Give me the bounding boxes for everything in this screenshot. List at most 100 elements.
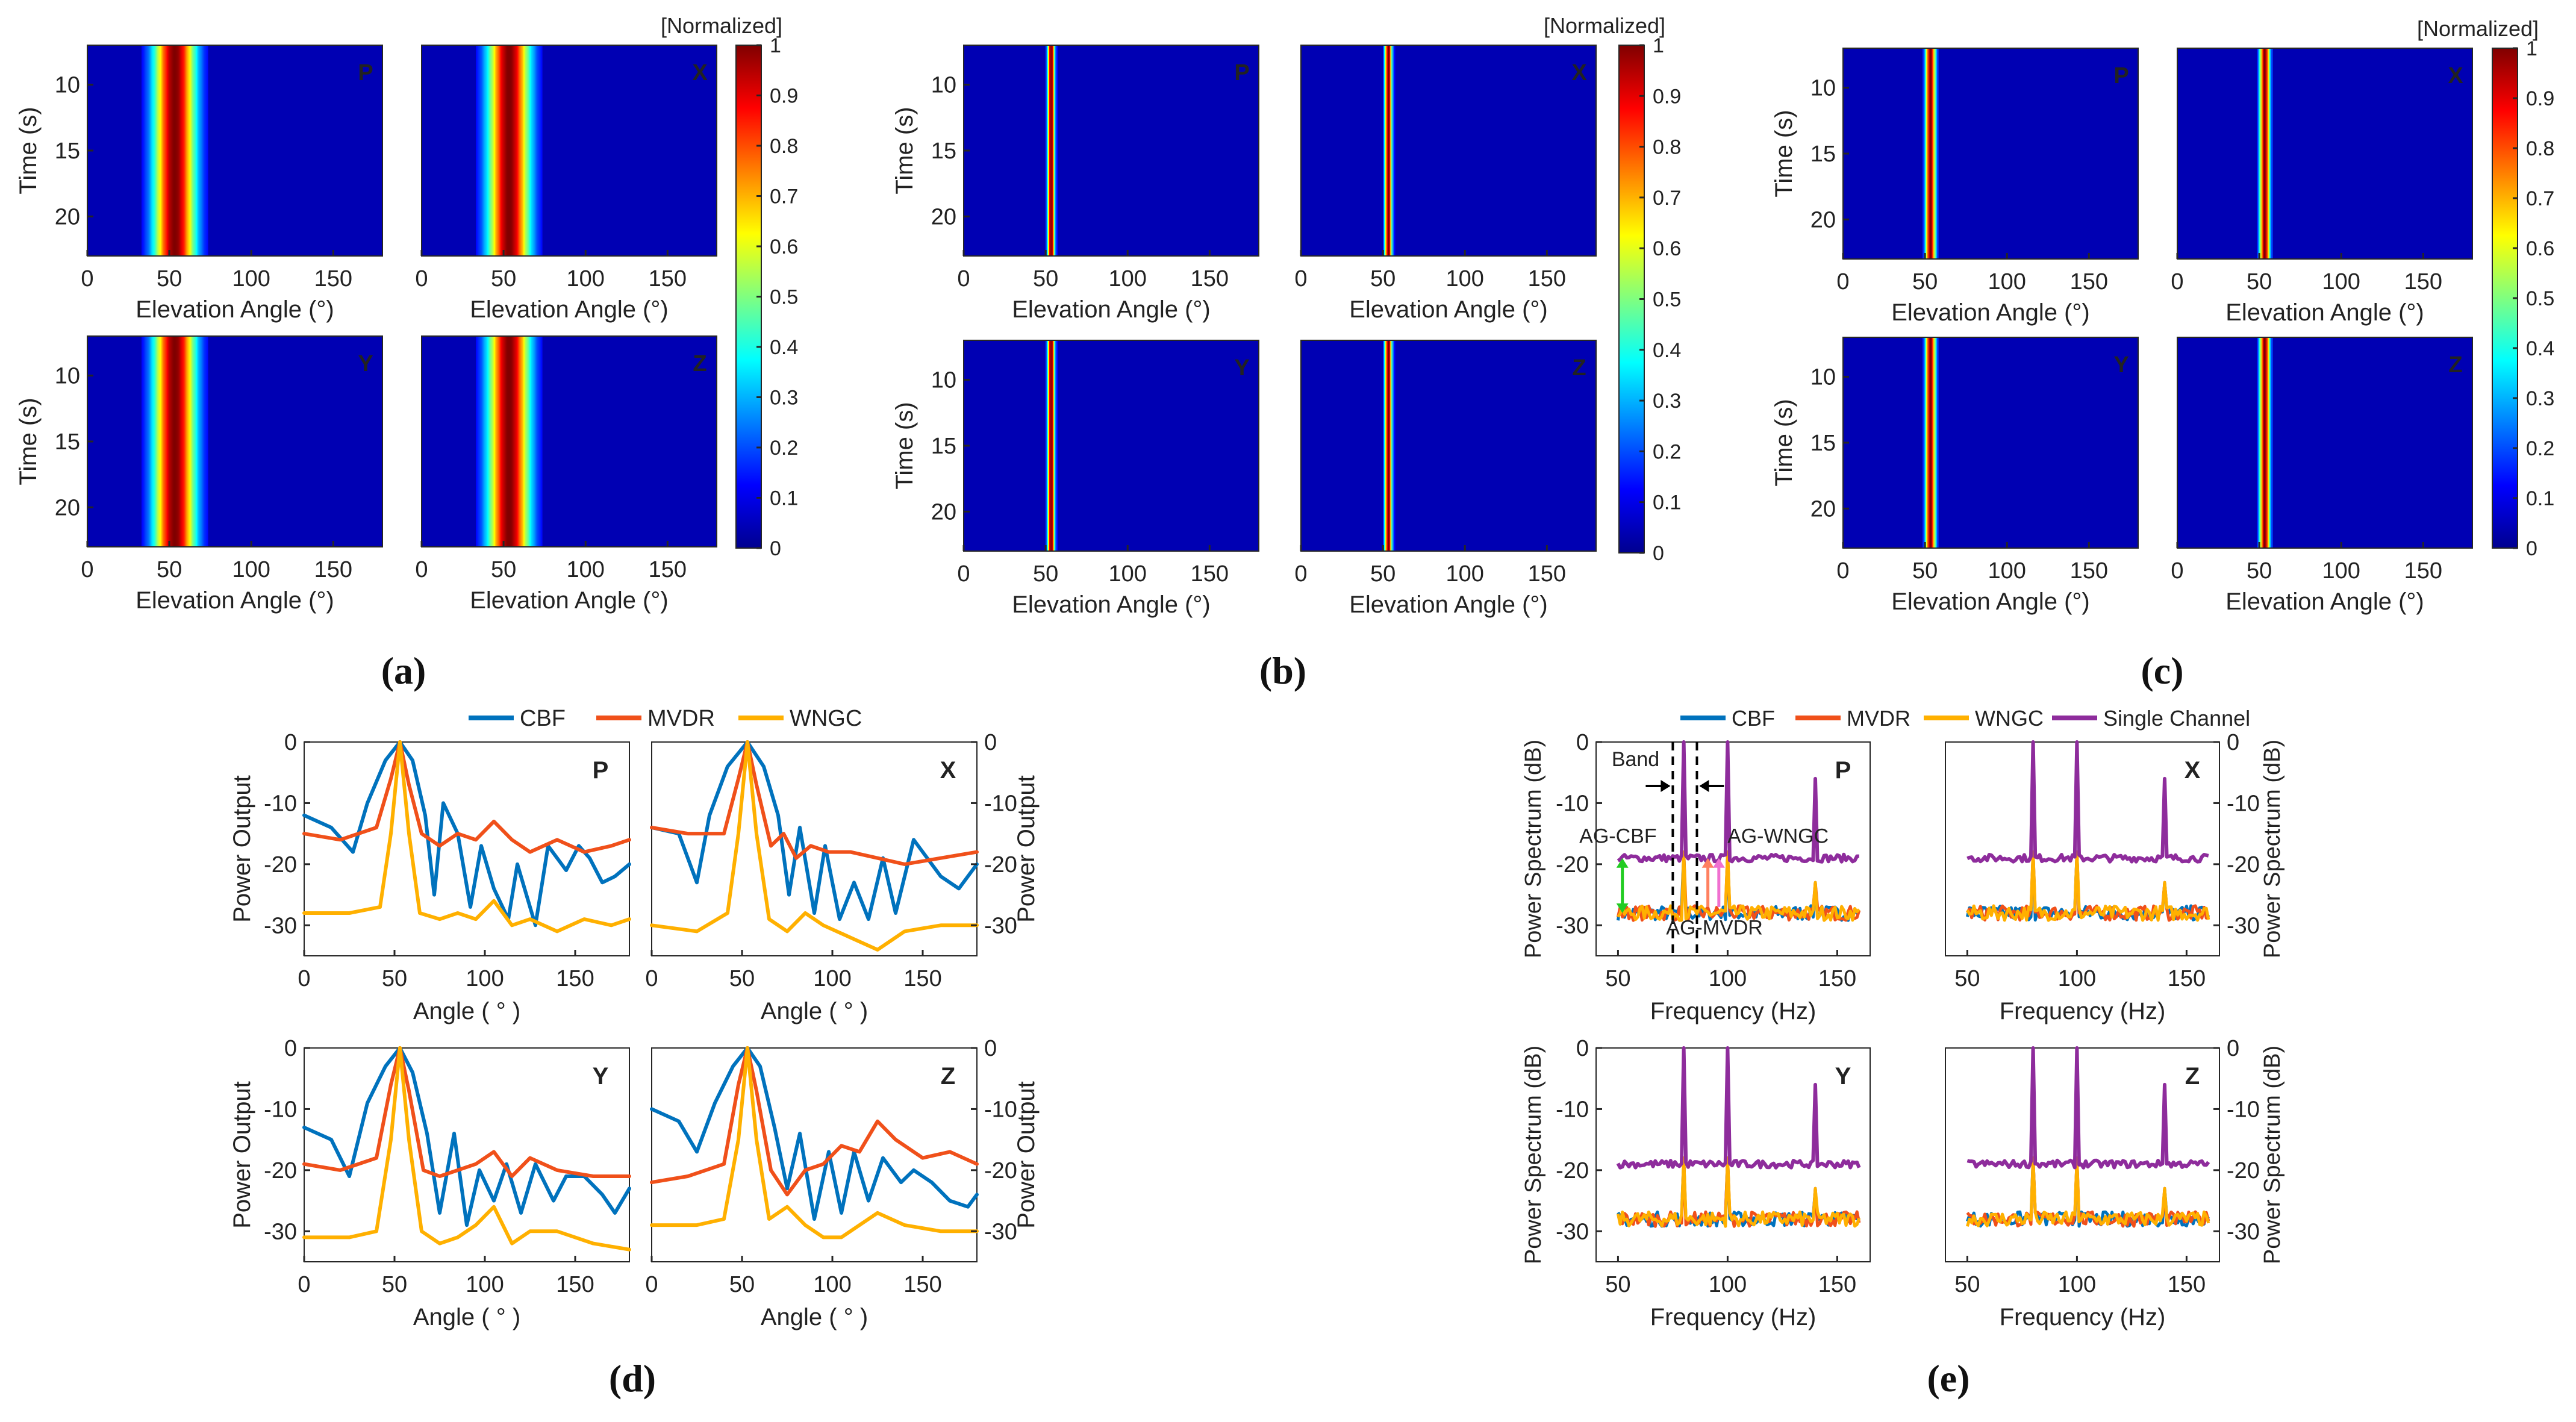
heatmap-cell xyxy=(524,45,526,256)
heatmap-cell xyxy=(518,336,520,547)
heatmap-cell xyxy=(1383,340,1385,551)
heatmap-cell xyxy=(490,45,492,256)
heatmap-cell xyxy=(179,45,181,256)
heatmap-cell xyxy=(510,336,511,547)
y-tick-label: 15 xyxy=(1810,431,1836,456)
x-tick-label: 0 xyxy=(81,557,93,582)
colorbar-tick-label: 0.3 xyxy=(2526,387,2554,410)
colorbar-tick-label: 0 xyxy=(2526,537,2537,560)
heatmap-beam xyxy=(1383,45,1396,256)
x-tick-label: 100 xyxy=(813,1272,851,1297)
heatmap-cell xyxy=(1049,340,1051,551)
heatmap-frame xyxy=(2177,48,2473,260)
heatmap-cell xyxy=(2263,337,2265,548)
heatmap-cell xyxy=(1054,45,1056,256)
heatmap-cell xyxy=(178,336,179,547)
heatmap-cell xyxy=(2264,337,2266,548)
y-tick-label: -10 xyxy=(264,791,297,816)
heatmap-cell xyxy=(2258,337,2260,548)
y-tick-label: -20 xyxy=(984,1158,1017,1183)
x-tick-label: 150 xyxy=(649,557,687,582)
heatmap-cell xyxy=(155,336,157,547)
heatmap-background xyxy=(964,45,1259,256)
heatmap-cell xyxy=(176,45,178,256)
y-tick-label: 20 xyxy=(931,204,956,229)
y-tick-label: -30 xyxy=(984,1219,1017,1244)
x-tick-label: 0 xyxy=(415,557,428,582)
colorbar-tick-label: 0.8 xyxy=(770,135,798,158)
y-axis-label: Time (s) xyxy=(891,107,918,194)
x-tick-label: 0 xyxy=(298,1272,310,1297)
colorbar: [Normalized] 0 0.1 0.2 0.3 0.4 0.5 0.6 0.7 0.8 0.9… xyxy=(2417,16,2554,560)
heatmap-cell xyxy=(488,45,490,256)
x-axis-label: Elevation Angle (°) xyxy=(470,587,669,614)
x-axis-label: Elevation Angle (°) xyxy=(1012,591,1211,618)
heatmap-cell xyxy=(145,45,147,256)
heatmap-cell xyxy=(204,45,206,256)
heatmap-cell xyxy=(150,336,152,547)
heatmap-beam xyxy=(142,336,208,547)
heatmap-cell xyxy=(1388,45,1389,256)
heatmap-cell xyxy=(2270,48,2272,259)
heatmap-cell xyxy=(1054,340,1056,551)
heatmap-cell xyxy=(1923,337,1924,548)
heatmap-cell xyxy=(537,45,539,256)
x-axis-label: Elevation Angle (°) xyxy=(1012,296,1211,323)
x-axis-label: Frequency (Hz) xyxy=(2000,998,2166,1024)
heatmap-cell xyxy=(201,45,202,256)
series-mvdr xyxy=(650,740,979,866)
heatmap-cell xyxy=(1923,48,1924,259)
heatmap-frame xyxy=(1300,340,1597,552)
subplot-label: P xyxy=(358,60,373,86)
heatmap-cell xyxy=(2269,48,2271,259)
x-tick-label: 50 xyxy=(1954,1272,1980,1297)
x-tick-label: 150 xyxy=(649,266,687,292)
x-tick-label: 50 xyxy=(1954,966,1980,991)
x-tick-label: 0 xyxy=(1836,269,1849,295)
heatmap-beam xyxy=(1046,340,1058,551)
series-wngc xyxy=(650,1046,979,1240)
heatmap-cell xyxy=(1932,337,1934,548)
y-tick-label: 10 xyxy=(1810,76,1836,101)
plot-frame xyxy=(1595,1047,1871,1262)
subplot-label: Y xyxy=(358,351,373,376)
x-tick-label: 50 xyxy=(729,966,755,991)
heatmap-cell xyxy=(481,45,482,256)
x-tick-label: 50 xyxy=(1605,1272,1630,1297)
colorbar-tick-label: 0.5 xyxy=(770,286,798,309)
heatmap-cell xyxy=(1929,337,1930,548)
colorbar-title: [Normalized] xyxy=(1544,13,1665,38)
heatmap-beam xyxy=(2257,337,2273,548)
heatmap-cell xyxy=(175,45,177,256)
plot-frame xyxy=(1945,1047,2220,1262)
x-tick-label: 150 xyxy=(2404,269,2442,295)
y-tick-label: -30 xyxy=(1556,1219,1589,1244)
legend-label: Single Channel xyxy=(2103,706,2250,731)
subplot-label: Z xyxy=(2185,1063,2200,1090)
heatmap-background xyxy=(964,340,1259,551)
heatmap-cell xyxy=(496,45,498,256)
heatmap-cell xyxy=(2259,337,2261,548)
heatmap-cell xyxy=(536,336,538,547)
subplot-label: P xyxy=(1234,60,1249,86)
heatmap-cell xyxy=(197,336,199,547)
heatmap-cell xyxy=(2265,337,2267,548)
heatmap-cell xyxy=(483,336,485,547)
x-tick-label: 150 xyxy=(556,1272,594,1297)
heatmap-cell xyxy=(1047,340,1049,551)
heatmap-cell xyxy=(493,336,494,547)
heatmap-cell xyxy=(479,336,481,547)
heatmap-cell xyxy=(2270,337,2272,548)
y-tick-label: 10 xyxy=(931,368,956,393)
heatmap-subplot-p: P 0 50 100 150 Elevation Angle (°) 10 15 20 Time … xyxy=(891,45,1259,323)
heatmap-cell xyxy=(195,45,196,256)
legend: CBF MVDR WNGC xyxy=(469,706,862,731)
heatmap-cell xyxy=(156,336,158,547)
heatmap-cell xyxy=(1935,337,1936,548)
heatmap-cell xyxy=(2268,48,2269,259)
heatmap-cell xyxy=(1046,340,1047,551)
heatmap-cell xyxy=(538,336,540,547)
heatmap-cell xyxy=(482,45,484,256)
heatmap-cell xyxy=(1394,340,1396,551)
heatmap-cell xyxy=(526,45,528,256)
